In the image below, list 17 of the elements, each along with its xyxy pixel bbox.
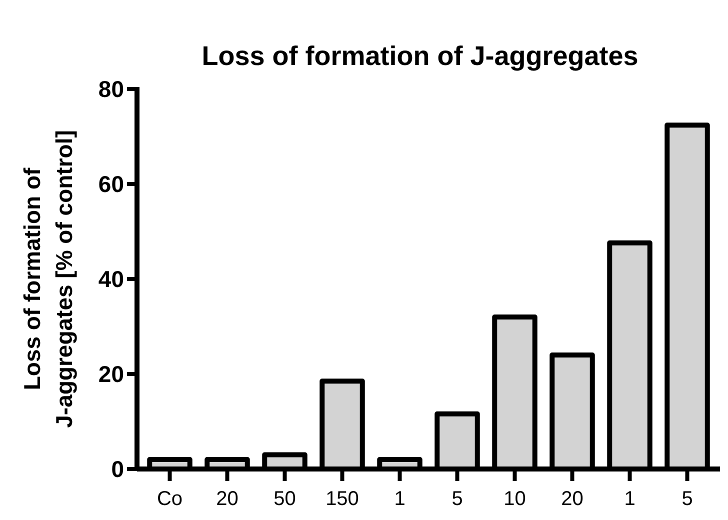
y-tick-label: 20	[98, 361, 124, 388]
x-tick-label: 1	[394, 488, 406, 510]
chart-title: Loss of formation of J-aggregates	[202, 41, 638, 71]
x-tick-label: 5	[682, 488, 693, 510]
x-tick-label: 20	[216, 488, 238, 510]
x-tick-label: 50	[274, 488, 296, 510]
y-axis-title: Loss of formation of J-aggregates [% of control]	[19, 130, 77, 428]
y-tick-label: 60	[98, 171, 124, 198]
x-tick-label: Co	[156, 488, 183, 510]
x-tick-label: 1	[624, 488, 636, 510]
y-tick-label: 0	[111, 456, 124, 482]
y-tick-label: 40	[98, 266, 124, 292]
x-tick-label: 10	[504, 488, 526, 510]
y-tick-label: 80	[98, 76, 124, 102]
x-tick-label: 5	[452, 488, 463, 510]
x-tick-label: 150	[326, 488, 359, 510]
x-tick-label: 20	[561, 488, 584, 510]
